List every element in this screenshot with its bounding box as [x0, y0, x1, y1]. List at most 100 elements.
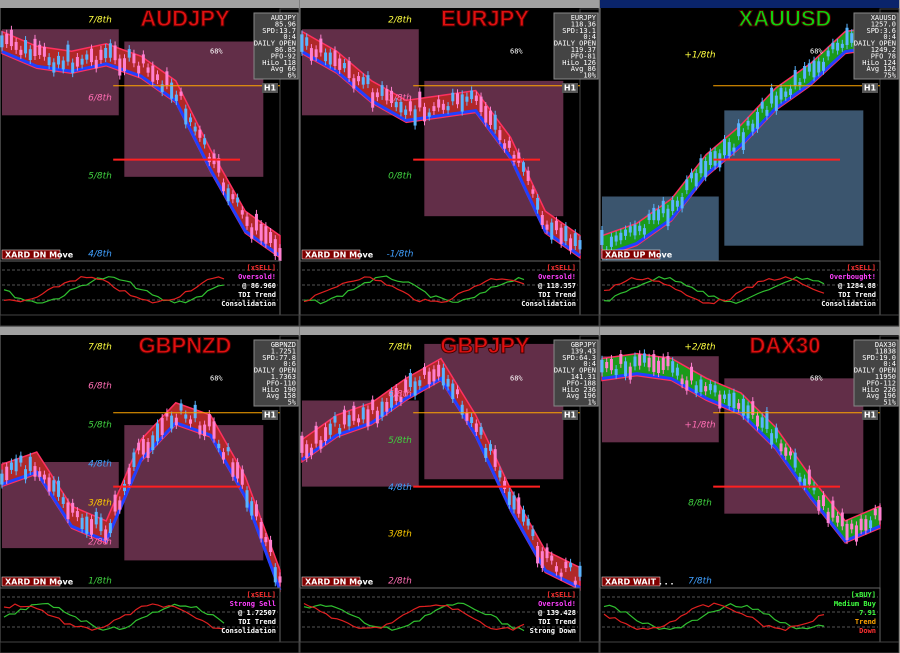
- info-text: 1.7363: [271, 373, 296, 381]
- info-text: SPD:64.3: [562, 354, 596, 362]
- candle: [305, 37, 309, 46]
- candle: [118, 500, 122, 510]
- candle: [503, 480, 507, 490]
- candle: [338, 428, 342, 434]
- candle: [14, 458, 18, 472]
- band-percent: 68%: [810, 47, 823, 55]
- octave-label: 2/8th: [88, 538, 112, 548]
- info-text: 1249.2: [871, 46, 896, 54]
- candle: [361, 407, 365, 420]
- candle: [798, 476, 802, 482]
- info-text: GBPNZD: [271, 341, 296, 349]
- info-text: PFO-110: [266, 379, 296, 387]
- timeframe-box: [862, 410, 878, 420]
- candle: [647, 213, 651, 221]
- info-box: [853, 12, 899, 80]
- candle: [671, 361, 675, 373]
- band-percent: 68%: [510, 47, 523, 55]
- info-text: Avg 196: [566, 392, 596, 400]
- candle: [94, 59, 98, 69]
- candle: [755, 112, 759, 129]
- candle: [380, 401, 384, 417]
- info-text: 139.43: [571, 347, 596, 355]
- candle: [784, 91, 788, 97]
- candle: [165, 71, 169, 86]
- candle: [657, 209, 661, 221]
- candle: [52, 480, 56, 492]
- candle: [723, 394, 727, 399]
- candle: [614, 235, 618, 242]
- candle: [821, 61, 825, 71]
- candle: [751, 123, 755, 132]
- candle: [90, 48, 94, 63]
- candle: [174, 94, 178, 102]
- tdi-line: [3, 603, 225, 631]
- candle: [427, 112, 431, 117]
- candle: [319, 440, 323, 449]
- candle: [240, 469, 244, 485]
- candle: [90, 519, 94, 535]
- candle: [536, 197, 540, 210]
- candle: [423, 367, 427, 375]
- candle: [864, 519, 868, 531]
- candle: [826, 511, 830, 523]
- candle: [675, 200, 679, 207]
- candle: [746, 405, 750, 419]
- candle: [854, 525, 858, 542]
- candle: [559, 227, 563, 244]
- candle: [550, 555, 554, 561]
- candle: [155, 423, 159, 442]
- candle: [573, 233, 577, 246]
- candle: [399, 101, 403, 113]
- candle: [755, 415, 759, 427]
- candle: [578, 240, 582, 250]
- candle: [137, 442, 141, 451]
- candle: [540, 551, 544, 569]
- candle: [600, 359, 604, 373]
- info-text: HiLo 126: [562, 59, 596, 67]
- timeframe-box: [562, 83, 578, 93]
- info-box: [253, 12, 299, 80]
- info-text: DAILY OPEN: [254, 40, 296, 48]
- candle: [324, 427, 328, 441]
- tdi-text: Down: [859, 627, 876, 635]
- info-text: PFO-92: [271, 52, 296, 60]
- candle: [517, 152, 521, 163]
- candle: [751, 401, 755, 415]
- candle: [71, 502, 75, 513]
- tdi-line: [303, 602, 525, 631]
- info-text: Avg 158: [266, 392, 296, 400]
- symbol-title: GBPNZD: [139, 333, 232, 358]
- tdi-text: @ 86.960: [242, 282, 276, 290]
- ma-line: [1, 50, 281, 257]
- candle: [385, 401, 389, 412]
- candle: [737, 403, 741, 409]
- candle: [184, 108, 188, 125]
- candle: [479, 96, 483, 113]
- octave-label: +1/8th: [684, 421, 716, 431]
- candle: [188, 117, 192, 123]
- candle: [347, 415, 351, 427]
- candle: [245, 216, 249, 226]
- status: XARD WAIT . . .: [605, 578, 674, 587]
- info-text: DAX30: [875, 341, 896, 349]
- candle: [437, 99, 441, 108]
- info-text: 86.85: [275, 46, 296, 54]
- candle: [600, 229, 604, 245]
- candle: [28, 456, 32, 471]
- candle: [5, 466, 9, 481]
- candle: [333, 416, 337, 423]
- tdi-line: [3, 602, 225, 631]
- candle: [408, 372, 412, 387]
- candle: [342, 63, 346, 69]
- candle: [231, 194, 235, 200]
- candle: [170, 82, 174, 99]
- candle: [366, 75, 370, 85]
- info-text: 0:4: [283, 33, 296, 41]
- octave-label: 6/8th: [88, 382, 112, 392]
- candle: [770, 433, 774, 445]
